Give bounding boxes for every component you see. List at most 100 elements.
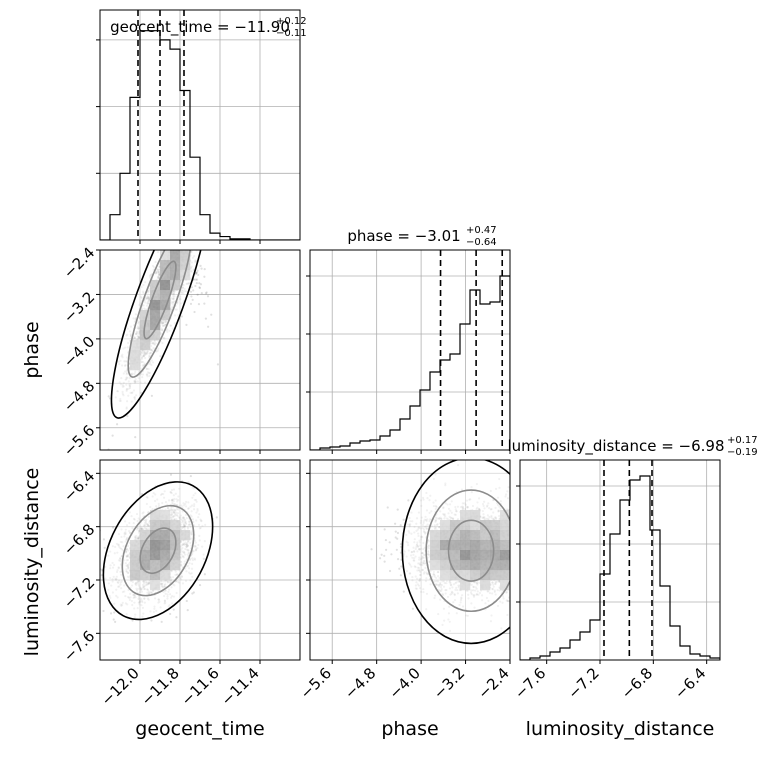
- sample-point: [126, 415, 129, 418]
- sample-point: [111, 434, 114, 437]
- panel-grid: [310, 250, 511, 450]
- panel-frame: [309, 249, 511, 451]
- histogram-title-sub: −0.64: [466, 237, 497, 248]
- panel-geocent-time-histogram: geocent_time = −11.90 +0.12 −0.11: [96, 9, 307, 244]
- sample-point: [198, 282, 201, 285]
- sample-point: [193, 310, 196, 314]
- y-tick-label: −3.2: [60, 288, 98, 326]
- sample-point: [103, 546, 106, 549]
- sample-point: [203, 573, 206, 576]
- panel-frame: [99, 249, 301, 451]
- sample-point: [197, 303, 201, 306]
- sample-point: [216, 363, 220, 366]
- sample-point: [195, 282, 198, 285]
- sample-point: [189, 290, 193, 293]
- sample-point: [175, 616, 178, 619]
- sample-point: [207, 325, 210, 328]
- sample-point: [210, 313, 213, 316]
- sample-point: [112, 618, 115, 621]
- sample-point: [199, 283, 203, 286]
- y-tick-label: −5.6: [60, 421, 98, 459]
- sample-point: [192, 289, 195, 292]
- y-tick-label: −4.0: [60, 333, 98, 371]
- y-axis-label-phase: phase: [21, 321, 43, 378]
- sample-point: [189, 474, 192, 478]
- sample-point: [195, 271, 198, 275]
- x-tick-label: −6.8: [618, 664, 656, 702]
- sample-point: [215, 516, 218, 519]
- sample-point: [185, 599, 188, 603]
- sample-point: [190, 286, 193, 289]
- panel-geocent-time-vs-luminosity-distance: −12.0−11.8−11.6−11.4−7.6−7.2−6.8−6.4 lum…: [21, 459, 301, 740]
- sample-point: [180, 315, 183, 318]
- sample-point: [204, 317, 208, 320]
- sample-point: [197, 273, 200, 277]
- sample-point: [134, 436, 137, 439]
- sample-point: [194, 278, 197, 281]
- sample-point: [92, 610, 94, 612]
- sample-point: [205, 291, 208, 294]
- histogram-title-sup: +0.12: [276, 16, 307, 27]
- sample-point: [107, 395, 110, 398]
- sample-point: [169, 473, 173, 476]
- histogram-step: [310, 275, 510, 450]
- sample-point: [199, 264, 202, 267]
- sample-point: [203, 275, 206, 278]
- histogram-title-sup: +0.17: [727, 435, 758, 446]
- panel-phase-histogram: phase = −3.01 +0.47 −0.64: [306, 225, 511, 454]
- histogram-title: geocent_time = −11.90: [110, 18, 290, 37]
- sample-point: [186, 609, 189, 612]
- panel-geocent-time-vs-phase: −5.6 −4.8 −4.0 −3.2 −2.4 phase: [21, 244, 301, 460]
- sample-point: [100, 574, 103, 577]
- sample-point: [109, 612, 113, 615]
- histogram-step: [100, 30, 300, 240]
- x-tick-label: −7.6: [511, 664, 549, 702]
- y-tick-label: −2.4: [60, 244, 98, 282]
- sample-point: [191, 298, 194, 302]
- sample-point: [190, 295, 193, 298]
- sample-point: [196, 269, 199, 272]
- histogram-title: luminosity_distance = −6.98: [507, 437, 724, 456]
- sample-point: [203, 302, 206, 305]
- sample-point: [169, 612, 172, 616]
- sample-point: [160, 620, 163, 623]
- sample-point: [108, 397, 112, 400]
- sample-point: [150, 394, 153, 397]
- sample-point: [195, 278, 199, 281]
- sample-point: [200, 291, 203, 295]
- sample-point: [131, 619, 134, 622]
- sample-point: [206, 295, 210, 298]
- sample-point: [198, 286, 202, 290]
- sample-point: [191, 592, 194, 595]
- panel-grid: [520, 460, 720, 660]
- sample-point: [192, 591, 195, 594]
- sample-point: [194, 272, 198, 276]
- sample-point: [196, 293, 199, 296]
- panel-frame: [99, 9, 301, 241]
- sample-point: [172, 608, 175, 611]
- sample-point: [94, 423, 96, 425]
- sample-point: [203, 268, 206, 271]
- histogram-title-sup: +0.47: [466, 225, 497, 236]
- sample-point: [204, 292, 208, 295]
- x-tick-label: −7.2: [564, 664, 602, 702]
- sample-point: [115, 423, 119, 426]
- sample-point: [112, 526, 115, 529]
- panel-frame: [519, 459, 721, 661]
- panel-luminosity-distance-histogram: −7.6 −7.2 −6.8 −6.4 luminosity_distance = −…: [507, 435, 757, 703]
- sample-point: [194, 284, 197, 288]
- sample-point: [97, 596, 99, 598]
- y-tick-label: −4.8: [60, 377, 98, 415]
- contour-line: [110, 250, 210, 419]
- sample-point: [114, 620, 117, 624]
- sample-point: [102, 538, 106, 541]
- sample-point: [198, 583, 202, 587]
- sample-point: [195, 271, 198, 274]
- x-tick-label: −6.4: [671, 664, 709, 702]
- sample-point: [102, 609, 105, 613]
- histogram-step: [520, 475, 720, 660]
- histogram-title-sub: −0.11: [276, 28, 307, 39]
- sample-point: [150, 619, 153, 622]
- sample-point: [189, 302, 193, 305]
